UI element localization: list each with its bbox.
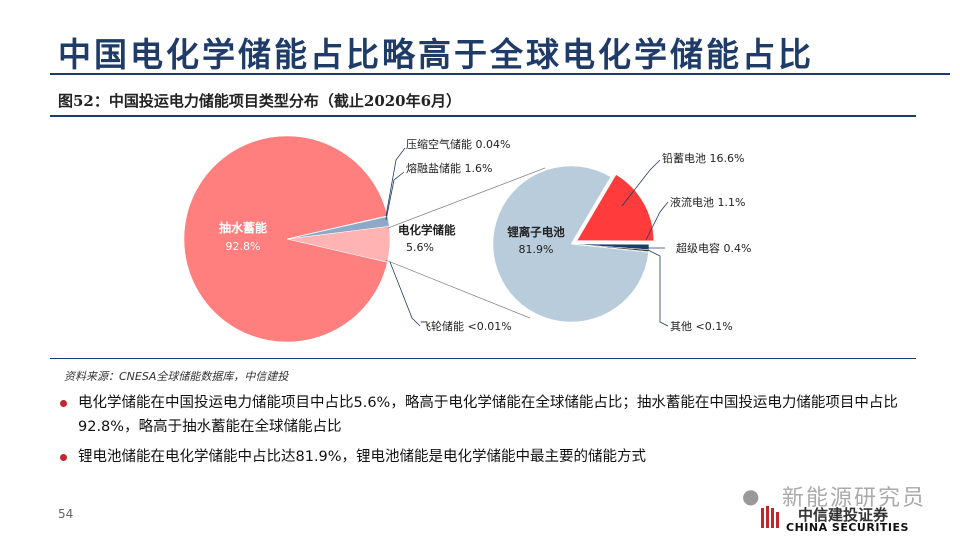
page-number: 54 [58,507,74,521]
leader-flywheel [389,261,421,327]
pie2-slice-3 [570,243,650,252]
label-other: 其他 <0.1% [670,320,733,333]
bullet-text: 电化学储能在中国投运电力储能项目中占比5.6%，略高于电化学储能在全球储能占比；… [78,395,898,435]
connector-line-top [387,167,546,229]
bullet-dot-icon [60,454,67,461]
label-molten-salt: 熔融盐储能 1.6% [406,161,492,175]
label-lead: 铅蓄电池 16.6% [662,151,744,165]
label-electrochem-value: 5.6% [406,241,434,254]
pie2-slice-1 [574,172,655,243]
pie2-slice-4 [570,243,649,253]
title-divider [50,73,950,75]
label-supercap: 超级电容 0.4% [676,241,751,255]
label-lithium-value: 81.9% [519,243,554,256]
label-lithium-name: 锂离子电池 [507,225,565,239]
source-note: 资料来源：CNESA全球储能数据库，中信建投 [64,370,289,383]
leader-flow [645,201,669,241]
watermark-text: 新能源研究员 [782,486,927,511]
pie2-slice-2 [570,243,650,250]
leader-molten-salt [385,171,405,221]
pie1-slice-3 [286,215,388,240]
pie1-slice-0 [183,135,388,343]
leader-lead [621,159,661,207]
connector-line-bottom [385,259,531,319]
wechat-icon: ● [742,484,760,508]
china-securities-logo-icon [761,506,779,528]
pie1-slice-1 [286,225,391,263]
leader-other [647,249,669,327]
bullet-dot-icon [60,400,67,407]
figure-divider [50,115,916,117]
bullet-item: 锂电池储能在电化学储能中占比达81.9%，锂电池储能是电化学储能中最主要的储能方… [60,445,920,469]
pie1-slice-2 [286,215,390,240]
label-electrochem-name: 电化学储能 [398,223,456,237]
bullet-text: 锂电池储能在电化学储能中占比达81.9%，锂电池储能是电化学储能中最主要的储能方… [78,449,647,465]
label-compressed-air: 压缩空气储能 0.04% [406,137,510,151]
footer-logo: ● 新能源研究员 中信建投证券 CHINA SECURITIES [742,480,942,535]
leader-compressed-air [385,147,406,217]
logo-chinese-name: 中信建投证券 [798,506,889,524]
bullet-list: 电化学储能在中国投运电力储能项目中占比5.6%，略高于电化学储能在全球储能占比；… [60,391,920,475]
source-divider [50,358,916,359]
page-title: 中国电化学储能占比略高于全球电化学储能占比 [58,35,814,74]
pie2-slice-0 [492,165,649,323]
label-flywheel: 飞轮储能 <0.01% [420,319,512,333]
figure-caption: 图52：中国投运电力储能项目类型分布（截止2020年6月） [58,92,462,110]
label-pumped-hydro-value: 92.8% [226,240,261,253]
bullet-item: 电化学储能在中国投运电力储能项目中占比5.6%，略高于电化学储能在全球储能占比；… [60,391,920,439]
pie1-slice-4 [286,215,388,240]
label-pumped-hydro-name: 抽水蓄能 [219,220,267,235]
label-flow: 液流电池 1.1% [670,195,745,209]
logo-english-name: CHINA SECURITIES [786,521,909,534]
